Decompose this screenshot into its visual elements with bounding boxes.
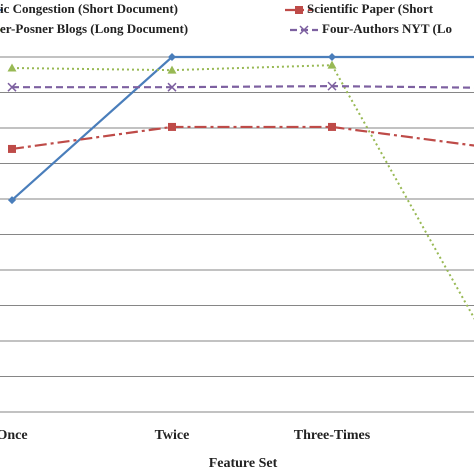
marker xyxy=(327,60,337,69)
legend-label: ic Congestion (Short Document) xyxy=(0,1,178,16)
legend-label: Scientific Paper (Short xyxy=(307,1,434,16)
series-line xyxy=(11,125,474,151)
series-line xyxy=(11,64,474,320)
marker xyxy=(8,144,16,153)
series-line xyxy=(11,55,474,201)
x-tick-label: Three-Times xyxy=(294,428,371,443)
marker xyxy=(167,65,177,74)
marker xyxy=(295,6,303,14)
marker xyxy=(168,53,176,61)
x-tick-label: Twice xyxy=(155,428,190,443)
marker xyxy=(8,196,16,205)
marker xyxy=(299,25,309,35)
marker xyxy=(327,81,337,91)
marker xyxy=(7,82,17,92)
x-axis-title: Feature Set xyxy=(209,456,278,471)
marker xyxy=(7,63,17,72)
legend-label: er-Posner Blogs (Long Document) xyxy=(0,21,188,36)
legend-label: Four-Authors NYT (Lo xyxy=(322,21,452,36)
x-tick-label: Once xyxy=(0,428,28,443)
marker xyxy=(167,82,177,92)
marker xyxy=(168,122,176,131)
series-line xyxy=(12,85,474,89)
marker xyxy=(328,122,336,131)
marker xyxy=(328,53,336,61)
